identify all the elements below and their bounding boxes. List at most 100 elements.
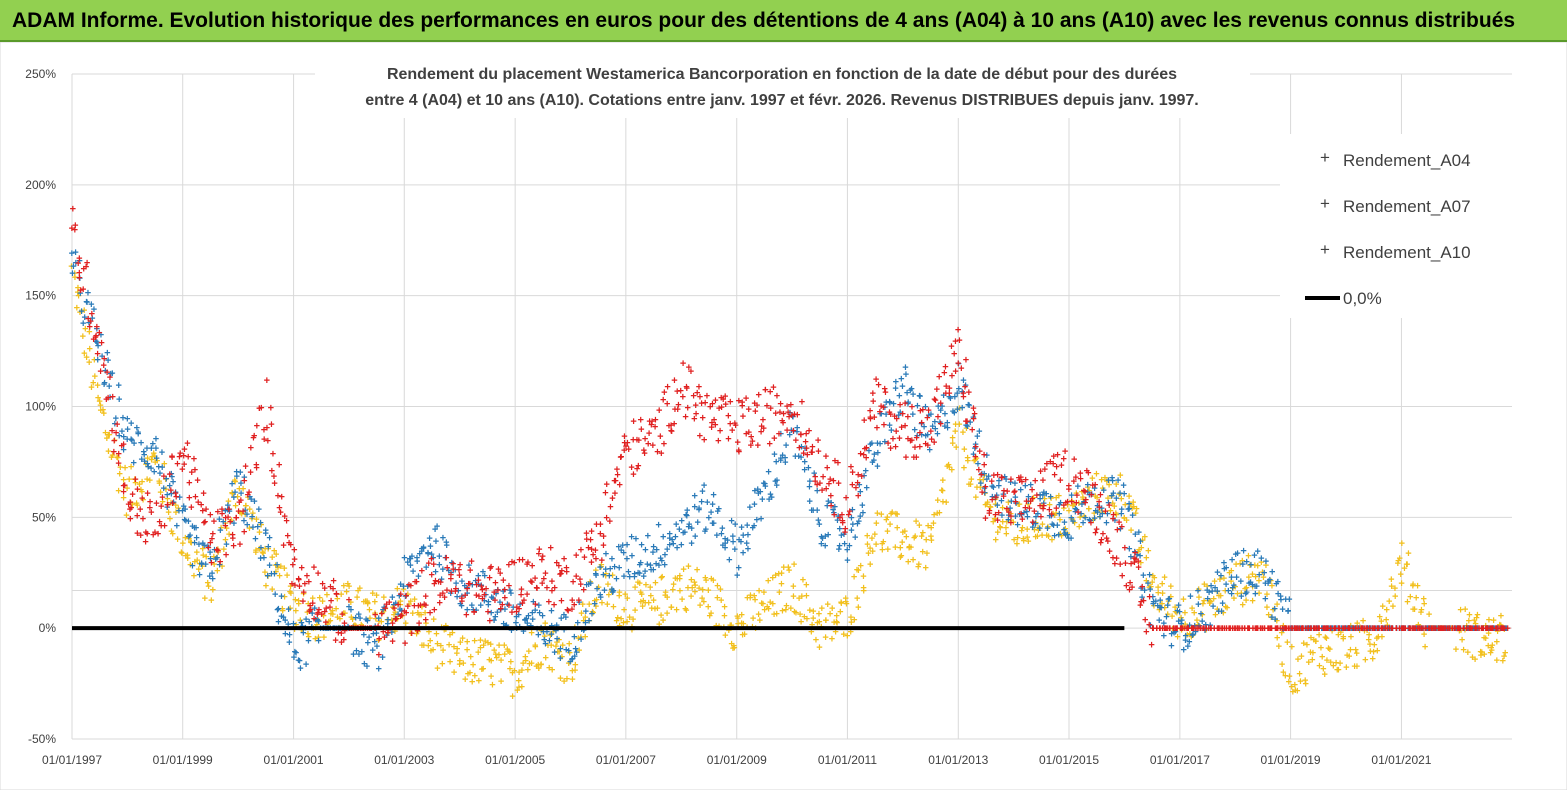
data-point: + <box>107 372 113 384</box>
data-point: + <box>1075 507 1081 519</box>
data-point: + <box>1169 624 1175 636</box>
data-point: + <box>928 522 934 534</box>
data-point: + <box>679 594 685 606</box>
data-point: + <box>949 432 955 444</box>
data-point: + <box>609 570 615 582</box>
data-point: + <box>472 671 478 683</box>
data-point: + <box>348 597 354 609</box>
data-point: + <box>329 605 335 617</box>
data-point: + <box>1189 603 1195 615</box>
data-point: + <box>86 327 92 339</box>
data-point: + <box>864 483 870 495</box>
data-point: + <box>1014 533 1020 545</box>
data-point: + <box>1145 545 1151 557</box>
data-point: + <box>874 423 880 435</box>
data-point: + <box>1474 610 1480 622</box>
data-point: + <box>990 517 996 529</box>
data-point: + <box>124 483 130 495</box>
data-point: + <box>700 585 706 597</box>
data-point: + <box>982 488 988 500</box>
data-point: + <box>68 261 74 273</box>
data-point: + <box>292 595 298 607</box>
data-point: + <box>1070 501 1076 513</box>
data-point: + <box>507 664 513 676</box>
data-point: + <box>944 423 950 435</box>
data-point: + <box>240 484 246 496</box>
data-point: + <box>647 582 653 594</box>
data-point: + <box>72 224 78 236</box>
data-point: + <box>1062 523 1068 535</box>
data-point: + <box>88 382 94 394</box>
data-point: + <box>1045 521 1051 533</box>
data-point: + <box>614 464 620 476</box>
data-point: + <box>755 390 761 402</box>
x-tick-label: 01/01/2009 <box>707 753 767 767</box>
data-point: + <box>242 500 248 512</box>
data-point: + <box>1187 629 1193 641</box>
data-point: + <box>468 556 474 568</box>
data-point: + <box>1053 508 1059 520</box>
data-point: + <box>293 620 299 632</box>
data-point: + <box>283 515 289 527</box>
data-point: + <box>1019 523 1025 535</box>
y-axis: -50% 0% 50% 100% 150% 200% 250% <box>25 67 56 746</box>
data-point: + <box>384 614 390 626</box>
data-point: + <box>77 307 83 319</box>
data-point: + <box>643 579 649 591</box>
data-point: + <box>413 628 419 640</box>
banner-title: ADAM Informe. Evolution historique des p… <box>0 0 1567 42</box>
data-point: + <box>718 595 724 607</box>
data-point: + <box>467 579 473 591</box>
data-point: + <box>1132 508 1138 520</box>
data-point: + <box>559 652 565 664</box>
data-point: + <box>403 618 409 630</box>
data-point: + <box>238 508 244 520</box>
data-point: + <box>101 408 107 420</box>
data-point: + <box>837 606 843 618</box>
data-point: + <box>797 609 803 621</box>
data-point: + <box>726 554 732 566</box>
data-point: + <box>728 638 734 650</box>
data-point: + <box>630 416 636 428</box>
data-point: + <box>115 458 121 470</box>
data-point: + <box>735 613 741 625</box>
data-point: + <box>1163 612 1169 624</box>
data-point: + <box>745 543 751 555</box>
data-point: + <box>642 544 648 556</box>
data-point: + <box>179 548 185 560</box>
data-point: + <box>563 562 569 574</box>
data-point: + <box>159 447 165 459</box>
data-point: + <box>939 485 945 497</box>
data-point: + <box>692 580 698 592</box>
data-point: + <box>701 480 707 492</box>
data-point: + <box>487 616 493 628</box>
data-point: + <box>808 627 814 639</box>
data-point: + <box>566 638 572 650</box>
data-point: + <box>1137 536 1143 548</box>
data-point: + <box>636 578 642 590</box>
data-point: + <box>213 552 219 564</box>
data-point: + <box>1151 601 1157 613</box>
data-point: + <box>879 538 885 550</box>
data-point: + <box>488 671 494 683</box>
data-point: + <box>265 571 271 583</box>
data-point: + <box>1080 494 1086 506</box>
data-point: + <box>258 402 264 414</box>
data-point: + <box>793 607 799 619</box>
data-point: + <box>1076 498 1082 510</box>
data-point: + <box>829 603 835 615</box>
data-point: + <box>610 586 616 598</box>
data-point: + <box>846 510 852 522</box>
data-point: + <box>1050 508 1056 520</box>
data-point: + <box>670 579 676 591</box>
data-point: + <box>576 645 582 657</box>
data-point: + <box>426 627 432 639</box>
data-point: + <box>956 335 962 347</box>
data-point: + <box>366 605 372 617</box>
data-point: + <box>338 589 344 601</box>
data-point: + <box>161 521 167 533</box>
data-point: + <box>974 482 980 494</box>
data-point: + <box>444 540 450 552</box>
data-point: + <box>1156 604 1162 616</box>
data-point: + <box>211 551 217 563</box>
